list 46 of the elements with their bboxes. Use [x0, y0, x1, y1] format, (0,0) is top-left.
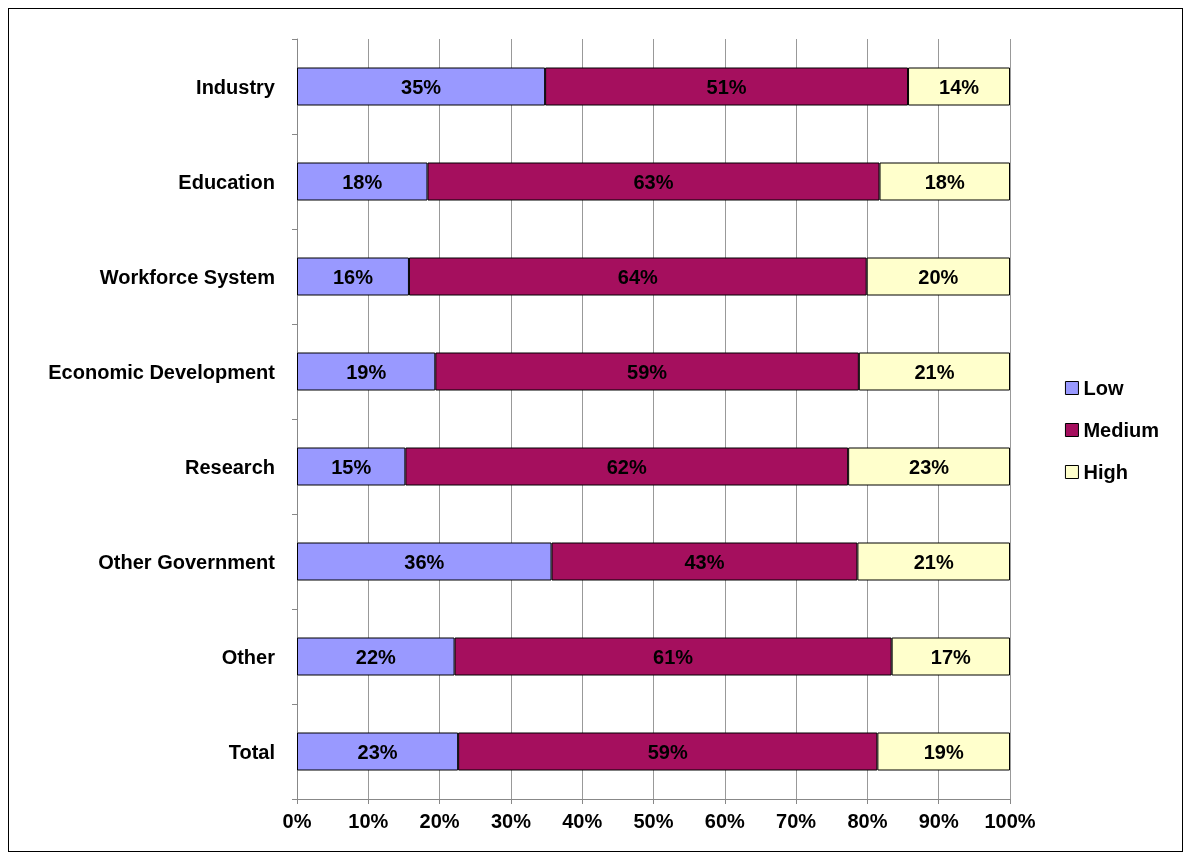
- x-tick-label: 70%: [776, 810, 817, 832]
- x-tick-label: 30%: [490, 810, 532, 832]
- data-label: 21%: [914, 360, 955, 383]
- data-label: 64%: [617, 265, 659, 288]
- data-label: 62%: [606, 455, 647, 478]
- legend-label: Medium: [1083, 419, 1160, 441]
- data-label: 14%: [939, 75, 980, 98]
- data-label: 16%: [332, 265, 374, 288]
- data-label: 51%: [706, 75, 747, 98]
- y-tick-label: Workforce System: [99, 265, 275, 288]
- x-tick-label: 90%: [918, 810, 959, 832]
- data-label: 18%: [342, 170, 383, 193]
- data-label: 23%: [357, 740, 398, 763]
- y-tick-label: Research: [184, 455, 275, 478]
- data-label: 36%: [404, 550, 445, 573]
- data-label: 63%: [633, 170, 674, 193]
- x-tick-label: 100%: [984, 810, 1036, 832]
- x-tick-label: 10%: [348, 810, 389, 832]
- data-label: 15%: [331, 455, 372, 478]
- data-label: 22%: [355, 645, 397, 668]
- y-tick-label: Other Government: [98, 550, 276, 573]
- data-label: 17%: [930, 645, 972, 668]
- data-label: 20%: [918, 265, 959, 288]
- y-tick-label: Other: [221, 645, 276, 668]
- y-tick-label: Industry: [196, 75, 276, 98]
- data-label: 43%: [684, 550, 725, 573]
- data-label: 23%: [909, 455, 950, 478]
- data-label: 18%: [924, 170, 965, 193]
- y-tick-label: Total: [228, 740, 275, 763]
- data-label: 19%: [923, 740, 964, 763]
- x-tick-label: 50%: [633, 810, 674, 832]
- x-tick-label: 80%: [847, 810, 888, 832]
- data-label: 19%: [346, 360, 387, 383]
- x-tick-label: 40%: [562, 810, 603, 832]
- data-label: 35%: [401, 75, 442, 98]
- y-tick-label: Economic Development: [48, 360, 276, 383]
- data-label: 21%: [913, 550, 954, 573]
- data-label: 59%: [627, 360, 668, 383]
- x-tick-label: 0%: [282, 810, 312, 832]
- legend-label: High: [1083, 461, 1128, 483]
- x-tick-label: 60%: [704, 810, 746, 832]
- legend-label: Low: [1083, 377, 1124, 399]
- y-tick-label: Education: [178, 170, 275, 193]
- x-tick-label: 20%: [419, 810, 460, 832]
- data-label: 59%: [647, 740, 688, 763]
- data-label: 61%: [653, 645, 694, 668]
